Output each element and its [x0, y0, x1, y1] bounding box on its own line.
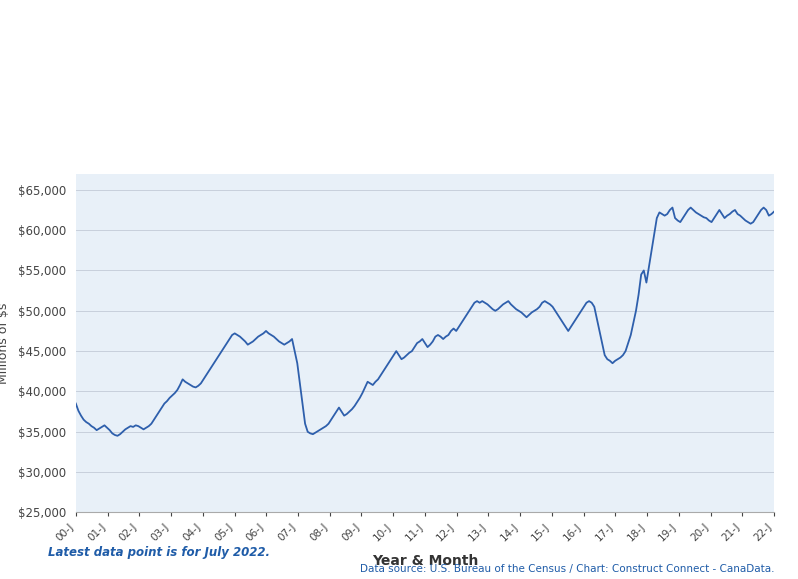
X-axis label: Year & Month: Year & Month — [372, 554, 478, 568]
Text: Latest data point is for July 2022.: Latest data point is for July 2022. — [48, 546, 270, 559]
Text: CONSTRUCTION MATERIALS AND SUPPLIES: CONSTRUCTION MATERIALS AND SUPPLIES — [185, 87, 605, 105]
Text: Data source: U.S. Bureau of the Census / Chart: Construct Connect - CanaData.: Data source: U.S. Bureau of the Census /… — [360, 565, 774, 574]
Text: U.S. MANUFACTURING SHIPMENTS –: U.S. MANUFACTURING SHIPMENTS – — [219, 44, 571, 62]
Y-axis label: Millions of $s: Millions of $s — [0, 302, 10, 384]
